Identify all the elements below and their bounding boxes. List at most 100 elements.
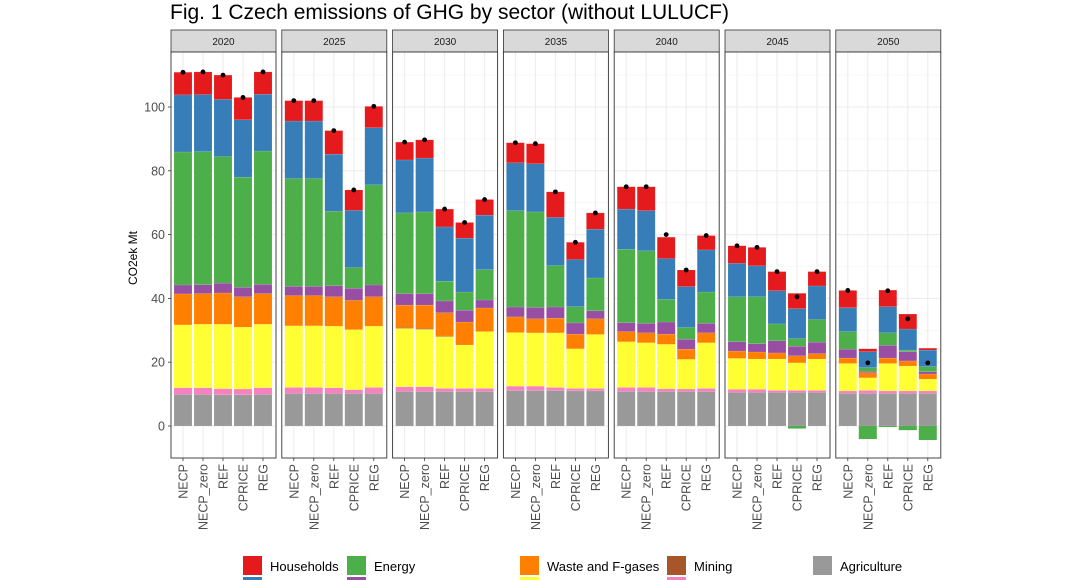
bar-2050-REG xyxy=(918,347,937,441)
bar-2035-CPRICE xyxy=(566,239,585,427)
x-tick-label: CPRICE xyxy=(791,464,805,511)
bar-segment-households xyxy=(617,186,636,210)
bar-segment-agri xyxy=(435,391,454,427)
bar-segment-households xyxy=(677,269,696,287)
bar-segment-households xyxy=(657,236,676,259)
bar-segment-households xyxy=(435,208,454,228)
bar-segment-purple xyxy=(747,343,767,353)
legend-swatch xyxy=(243,556,262,575)
total-point xyxy=(422,137,427,143)
bar-segment-pink xyxy=(173,387,193,395)
bar-segment-waste xyxy=(173,293,193,326)
bar-segment-agri xyxy=(284,393,303,427)
bar-segment-blue xyxy=(435,226,454,282)
bar-segment-blue xyxy=(475,214,494,270)
total-point xyxy=(462,220,467,225)
y-axis-label: CO2ek Mt xyxy=(126,230,140,285)
x-tick-label: CPRICE xyxy=(901,464,915,511)
bar-segment-pink xyxy=(546,387,565,391)
panel-border xyxy=(502,51,609,459)
bar-segment-pink xyxy=(898,390,917,394)
total-point xyxy=(754,244,760,250)
bar-2045-REG xyxy=(807,269,827,427)
bar-segment-pink xyxy=(364,387,383,394)
bar-2025-NECP_zero xyxy=(304,98,323,427)
bar-2035-NECP_zero xyxy=(526,141,545,427)
total-point xyxy=(623,184,629,190)
legend-item-households: Households xyxy=(243,556,339,575)
bar-segment-pink xyxy=(878,390,897,394)
bar-segment-energy xyxy=(878,332,897,346)
bar-segment-purple xyxy=(727,341,747,352)
bar-2020-REG xyxy=(253,69,273,427)
bar-segment-households xyxy=(253,71,273,95)
bar-2050-NECP xyxy=(838,288,857,427)
x-tick-label: NECP_zero xyxy=(861,464,875,530)
total-point xyxy=(402,139,407,145)
legend-swatch xyxy=(667,556,686,575)
bar-segment-yellow xyxy=(617,341,636,388)
legend-swatch xyxy=(813,556,832,575)
x-tick-label: REF xyxy=(881,464,895,489)
bar-segment-pink xyxy=(697,388,716,392)
bar-segment-waste xyxy=(213,292,233,325)
bar-segment-households xyxy=(898,313,917,330)
bar-segment-blue xyxy=(637,210,656,252)
bar-segment-energy xyxy=(364,184,383,286)
bar-segment-blue xyxy=(747,265,767,298)
bar-segment-yellow xyxy=(364,325,383,388)
total-point xyxy=(794,294,800,300)
total-point xyxy=(683,267,689,273)
bar-segment-energy xyxy=(526,211,545,308)
bar-segment-households xyxy=(727,245,747,264)
legend-label: Waste and F-gases xyxy=(547,559,660,574)
bar-segment-energy xyxy=(344,267,363,289)
bar-segment-purple xyxy=(546,306,565,319)
bar-segment-yellow xyxy=(415,329,434,387)
bar-segment-yellow xyxy=(898,365,917,392)
bar-segment-purple xyxy=(364,284,383,298)
panel-border xyxy=(724,51,831,459)
bar-2030-NECP_zero xyxy=(415,137,434,427)
bar-segment-purple xyxy=(344,287,363,301)
bar-segment-energy xyxy=(747,296,767,344)
bar-segment-households xyxy=(586,212,605,230)
bar-segment-waste xyxy=(324,296,343,327)
bar-segment-agri xyxy=(677,391,696,427)
x-tick-label: REG xyxy=(811,464,825,491)
bar-segment-waste xyxy=(193,293,213,325)
bar-segment-purple xyxy=(475,299,494,309)
bar-segment-purple xyxy=(697,323,716,334)
bar-segment-households xyxy=(858,348,877,352)
x-tick-label: NECP xyxy=(509,464,523,499)
total-point xyxy=(351,187,357,193)
bar-segment-blue xyxy=(727,263,747,298)
legend-swatch xyxy=(520,556,539,575)
bar-segment-agri xyxy=(637,391,656,427)
panel-border xyxy=(392,51,499,459)
bar-segment-agri xyxy=(858,393,877,427)
bar-segment-energy xyxy=(787,338,807,347)
total-point xyxy=(260,69,266,75)
panel-border xyxy=(835,51,942,459)
bar-segment-agri xyxy=(617,391,636,427)
panel-border xyxy=(170,51,277,459)
legend-swatch-row2 xyxy=(667,577,686,580)
chart-title: Fig. 1 Czech emissions of GHG by sector … xyxy=(170,1,729,24)
bar-segment-blue xyxy=(697,249,716,293)
bar-segment-energy xyxy=(677,327,696,340)
total-point xyxy=(240,95,246,100)
bar-2030-REF xyxy=(435,206,454,427)
bar-segment-purple xyxy=(324,285,343,298)
bar-segment-energy xyxy=(898,349,917,352)
bar-segment-pink xyxy=(566,388,585,392)
total-point xyxy=(442,206,447,212)
bar-2040-REG xyxy=(697,233,716,427)
total-point xyxy=(663,232,669,238)
facets: 2020 NECP NECP_zero REF CPRICE REG 2025 NECP NEC… xyxy=(170,29,942,530)
bar-segment-yellow xyxy=(475,331,494,389)
total-point xyxy=(371,103,377,109)
bar-2045-REF xyxy=(767,269,787,427)
bar-segment-energy xyxy=(838,331,857,350)
bar-2020-NECP xyxy=(173,69,193,427)
